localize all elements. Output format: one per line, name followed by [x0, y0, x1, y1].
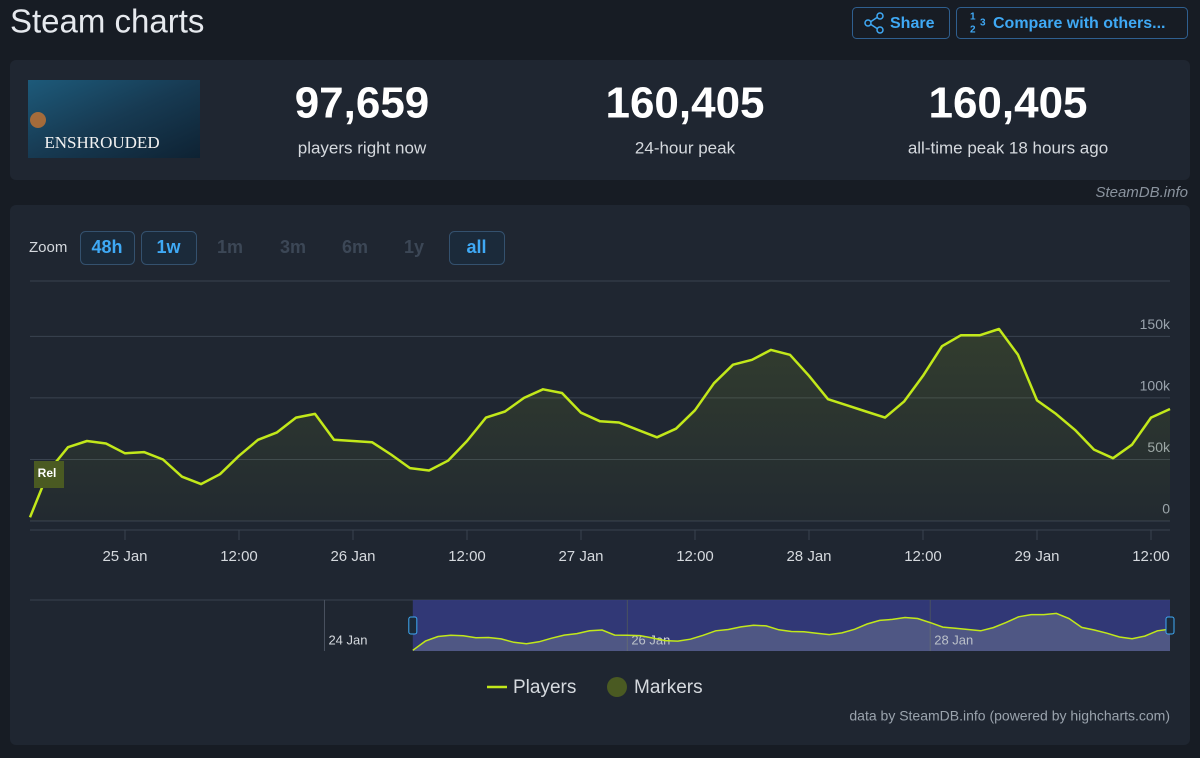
share-icon	[864, 12, 884, 34]
compare-label: Compare with others...	[993, 15, 1165, 32]
share-label: Share	[890, 15, 935, 32]
x-tick-label: 12:00	[448, 548, 486, 565]
zoom-button-label: 48h	[91, 237, 122, 257]
zoom-button-label: all	[466, 237, 486, 257]
game-image-glow	[30, 112, 46, 128]
stat-value: 160,405	[928, 79, 1087, 128]
x-tick-label: 27 Jan	[558, 548, 603, 565]
x-tick-label: 26 Jan	[330, 548, 375, 565]
stat-label: all-time peak 18 hours ago	[908, 138, 1108, 157]
navigator-tick-label: 24 Jan	[328, 632, 367, 647]
x-tick-label: 12:00	[1132, 548, 1170, 565]
zoom-button-label: 1w	[156, 237, 181, 257]
source-label: SteamDB.info	[1095, 184, 1188, 201]
marker-flag	[34, 461, 64, 488]
stat-value: 97,659	[295, 79, 430, 128]
svg-text:1: 1	[970, 12, 976, 23]
zoom-label: Zoom	[29, 239, 67, 256]
stats-panel	[10, 60, 1190, 180]
navigator-line	[412, 612, 1171, 651]
x-tick-label: 29 Jan	[1014, 548, 1059, 565]
y-tick-label: 100k	[1140, 378, 1171, 394]
svg-text:2: 2	[970, 25, 976, 36]
zoom-button-label: 6m	[342, 237, 368, 257]
series-area	[30, 329, 1170, 521]
zoom-button[interactable]	[80, 231, 135, 265]
marker-label: Rel	[38, 466, 57, 480]
stat-label: 24-hour peak	[635, 138, 736, 157]
game-image	[28, 80, 200, 158]
compare-button[interactable]	[956, 7, 1188, 39]
legend-marker	[607, 677, 627, 697]
navigator-handle[interactable]	[1165, 616, 1175, 635]
navigator-handle[interactable]	[408, 616, 418, 635]
page-title: Steam charts	[10, 3, 204, 40]
legend-label[interactable]: Players	[513, 677, 576, 698]
stat-value: 160,405	[605, 79, 764, 128]
navigator-tick-label: 28 Jan	[934, 632, 973, 647]
compare-icon: 1 23	[970, 12, 986, 36]
legend-label[interactable]: Markers	[634, 677, 703, 698]
zoom-button[interactable]	[449, 231, 505, 265]
credit: data by SteamDB.info (powered by highcha…	[849, 708, 1170, 724]
svg-text:3: 3	[980, 18, 986, 29]
x-tick-label: 12:00	[904, 548, 942, 565]
x-tick-label: 25 Jan	[102, 548, 147, 565]
stat-label: players right now	[298, 138, 427, 157]
zoom-button-label: 3m	[280, 237, 306, 257]
zoom-button-label: 1y	[404, 237, 424, 257]
x-tick-label: 12:00	[220, 548, 258, 565]
y-tick-label: 150k	[1140, 316, 1171, 332]
zoom-button[interactable]	[141, 231, 197, 265]
zoom-button-label: 1m	[217, 237, 243, 257]
game-logo: ENSHROUDED	[44, 133, 159, 152]
x-tick-label: 12:00	[676, 548, 714, 565]
x-tick-label: 28 Jan	[786, 548, 831, 565]
series-line	[28, 327, 1171, 518]
share-button[interactable]	[852, 7, 950, 39]
